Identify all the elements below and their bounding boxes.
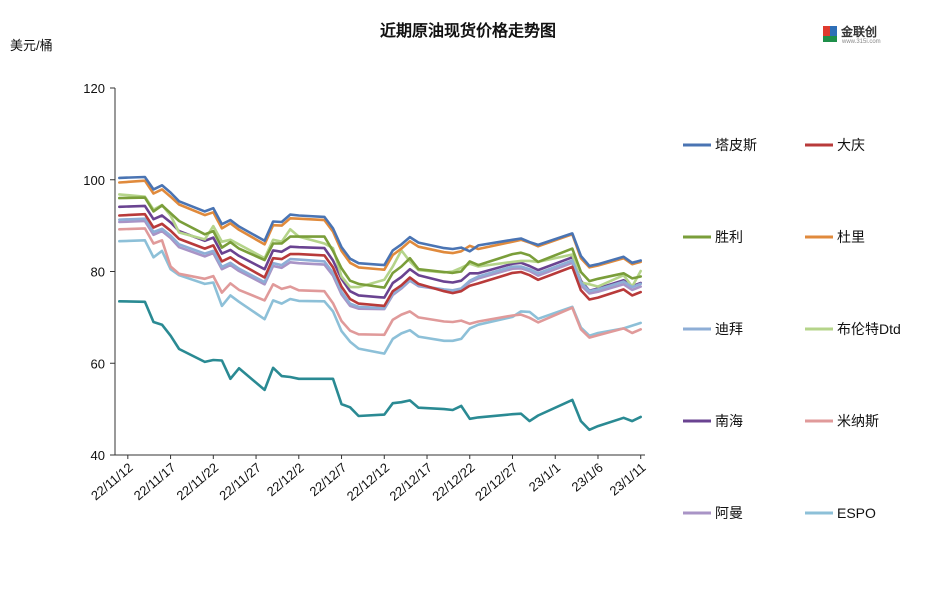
series-line-10: [118, 299, 643, 432]
chart-title: 近期原油现货价格走势图: [380, 21, 556, 40]
y-tick-label: 60: [91, 356, 105, 371]
logo-url: www.315i.com: [841, 39, 881, 45]
x-tick-label: 22/11/12: [88, 460, 136, 503]
y-tick-label: 120: [83, 81, 105, 96]
legend-label: 阿曼: [715, 505, 743, 521]
logo-text: 金联创: [840, 24, 877, 39]
legend-item: ESPO: [805, 505, 876, 521]
series-line-0: [118, 175, 643, 268]
x-tick-label: 22/12/7: [307, 460, 350, 499]
legend-item: 阿曼: [683, 505, 743, 521]
x-tick-label: 22/12/12: [344, 460, 392, 504]
x-tick-label: 22/12/17: [387, 460, 435, 504]
legend-item: 米纳斯: [805, 413, 879, 429]
legend-label: 杜里: [837, 229, 865, 245]
logo: 金联创 www.315i.com: [823, 24, 881, 45]
y-tick-label: 100: [83, 173, 105, 188]
x-tick-label: 23/1/11: [607, 460, 649, 499]
y-tick-label: 80: [91, 265, 105, 280]
y-axis-unit: 美元/桶: [10, 38, 53, 53]
logo-mark-icon: [823, 26, 837, 42]
x-tick-label: 22/11/27: [216, 460, 264, 503]
legend-item: 布伦特Dtd: [805, 321, 901, 337]
y-tick-label: 40: [91, 448, 105, 463]
series-line-6: [118, 204, 643, 299]
series-line-1: [118, 212, 643, 308]
series-line-7: [118, 227, 643, 339]
x-tick-label: 22/12/22: [429, 460, 477, 504]
legend-label: 迪拜: [715, 321, 743, 337]
legend-item: 塔皮斯: [683, 137, 757, 153]
legend-label: 大庆: [837, 137, 865, 153]
legend-label: 塔皮斯: [715, 137, 757, 153]
legend-label: 胜利: [715, 229, 743, 245]
legend-item: 大庆: [805, 137, 865, 153]
legend-item: 胜利: [683, 229, 743, 245]
legend-label: 米纳斯: [837, 413, 879, 429]
x-tick-label: 23/1/1: [526, 460, 563, 495]
x-tick-label: 22/11/22: [174, 460, 222, 503]
x-tick-label: 22/12/2: [264, 460, 307, 499]
series-line-9: [118, 239, 643, 355]
x-tick-label: 22/11/17: [131, 460, 179, 503]
legend-item: 迪拜: [683, 321, 743, 337]
legend-item: 南海: [683, 413, 743, 429]
legend-label: 布伦特Dtd: [837, 321, 901, 337]
legend-label: ESPO: [837, 505, 876, 521]
x-tick-label: 23/1/6: [569, 460, 606, 495]
legend-label: 南海: [715, 413, 743, 429]
plot-area: 40608010012022/11/1222/11/1722/11/2222/1…: [83, 81, 648, 504]
series-line-4: [118, 217, 643, 310]
legend-item: 杜里: [805, 229, 865, 245]
series-line-8: [118, 219, 643, 311]
series-line-2: [118, 196, 643, 289]
x-tick-label: 22/12/27: [472, 460, 520, 504]
